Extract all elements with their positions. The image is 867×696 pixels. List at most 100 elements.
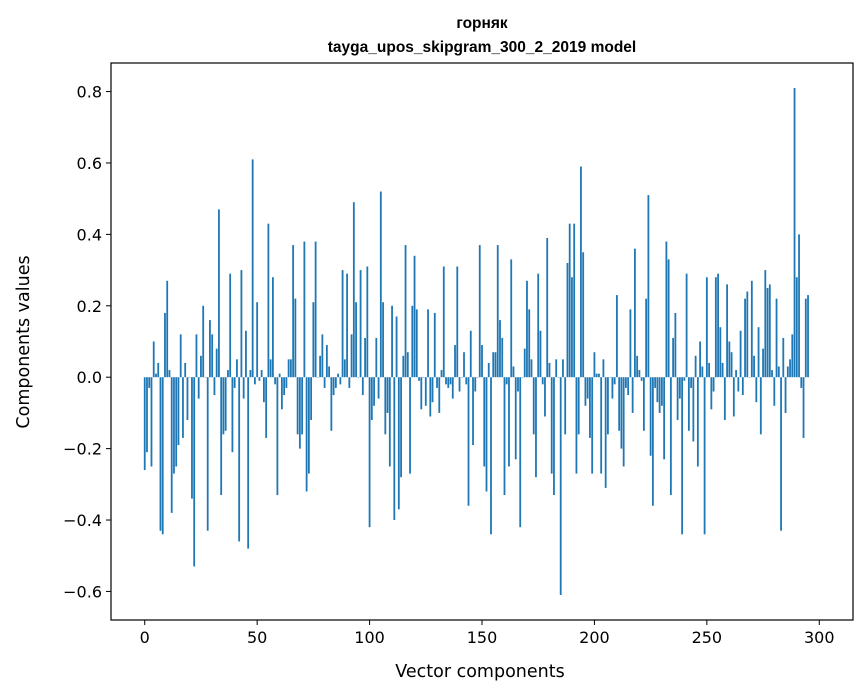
bar (678, 377, 681, 399)
bar (294, 298, 297, 378)
bar (685, 273, 688, 378)
bar (508, 377, 510, 467)
bar (474, 377, 477, 392)
bar (622, 377, 625, 467)
y-axis-ticks: −0.6 −0.4 −0.2 0.0 0.2 0.4 0.6 0.8 (63, 83, 111, 601)
bar (348, 377, 351, 388)
bar (152, 341, 155, 378)
bar (260, 370, 263, 378)
x-tick-label: 100 (354, 628, 385, 647)
bar (598, 373, 600, 378)
bar (739, 330, 742, 378)
bar (712, 377, 715, 392)
bar (795, 277, 798, 378)
bar (530, 359, 533, 378)
bar (224, 377, 227, 431)
bar (298, 377, 301, 449)
bar (289, 359, 292, 378)
bar (267, 223, 270, 378)
bar (665, 241, 668, 378)
bar (301, 377, 304, 435)
bar (539, 330, 542, 378)
bar (280, 377, 283, 410)
bar (535, 377, 537, 478)
bar (800, 377, 803, 388)
bar (469, 330, 472, 378)
bar (613, 377, 616, 385)
bar (195, 334, 198, 378)
bar (202, 305, 205, 378)
bar (658, 377, 661, 413)
bar (431, 377, 434, 403)
bar (220, 377, 223, 496)
bar (631, 377, 634, 413)
bar (447, 377, 450, 388)
bar (681, 377, 684, 535)
bar (442, 266, 445, 378)
bar (143, 377, 146, 471)
bar (159, 377, 162, 531)
bar (676, 377, 679, 421)
bar (777, 366, 780, 378)
bar (541, 377, 544, 385)
bar (415, 309, 418, 378)
bar (755, 377, 758, 403)
bar (593, 352, 596, 378)
bar (564, 377, 567, 435)
bar (334, 377, 337, 388)
bar (146, 377, 148, 453)
bar (391, 305, 393, 378)
bar (544, 377, 546, 417)
bar (687, 377, 690, 431)
bar (343, 359, 346, 378)
bar (591, 377, 594, 474)
bar (487, 362, 490, 378)
x-tick-label: 250 (692, 628, 723, 647)
bar (804, 298, 807, 378)
bar (546, 237, 549, 378)
bar (627, 377, 630, 396)
bar (645, 298, 648, 378)
bar (395, 316, 398, 378)
bar (173, 377, 175, 474)
bar (346, 273, 348, 378)
bar (690, 377, 693, 388)
bar (409, 377, 411, 474)
bar (310, 377, 313, 421)
bar (382, 302, 384, 378)
bar (164, 312, 166, 378)
bar (332, 377, 335, 396)
bar (523, 348, 526, 378)
bar (660, 377, 663, 406)
bar (730, 352, 733, 378)
bar (766, 287, 769, 378)
bar (307, 377, 310, 474)
bar (364, 337, 366, 378)
bar (802, 377, 805, 438)
bar (218, 209, 220, 378)
bar (638, 370, 641, 378)
bar (683, 377, 686, 381)
bar (580, 166, 582, 378)
y-tick-label: −0.6 (63, 582, 102, 601)
bar (640, 377, 643, 381)
bar (728, 341, 731, 378)
bar (663, 377, 666, 460)
bar (440, 370, 443, 378)
bar (573, 223, 576, 378)
bar (283, 377, 286, 396)
bar (184, 362, 187, 378)
bar (741, 377, 744, 396)
bar (746, 291, 749, 378)
bar (501, 337, 504, 378)
bar (251, 159, 254, 378)
bar (634, 248, 636, 378)
bar (233, 377, 236, 388)
chart-subtitle: tayga_upos_skipgram_300_2_2019 model (328, 39, 636, 56)
bar (352, 202, 355, 378)
y-tick-label: 0.6 (77, 154, 102, 173)
bar (492, 352, 495, 378)
bar (276, 377, 279, 496)
bar (229, 273, 232, 378)
